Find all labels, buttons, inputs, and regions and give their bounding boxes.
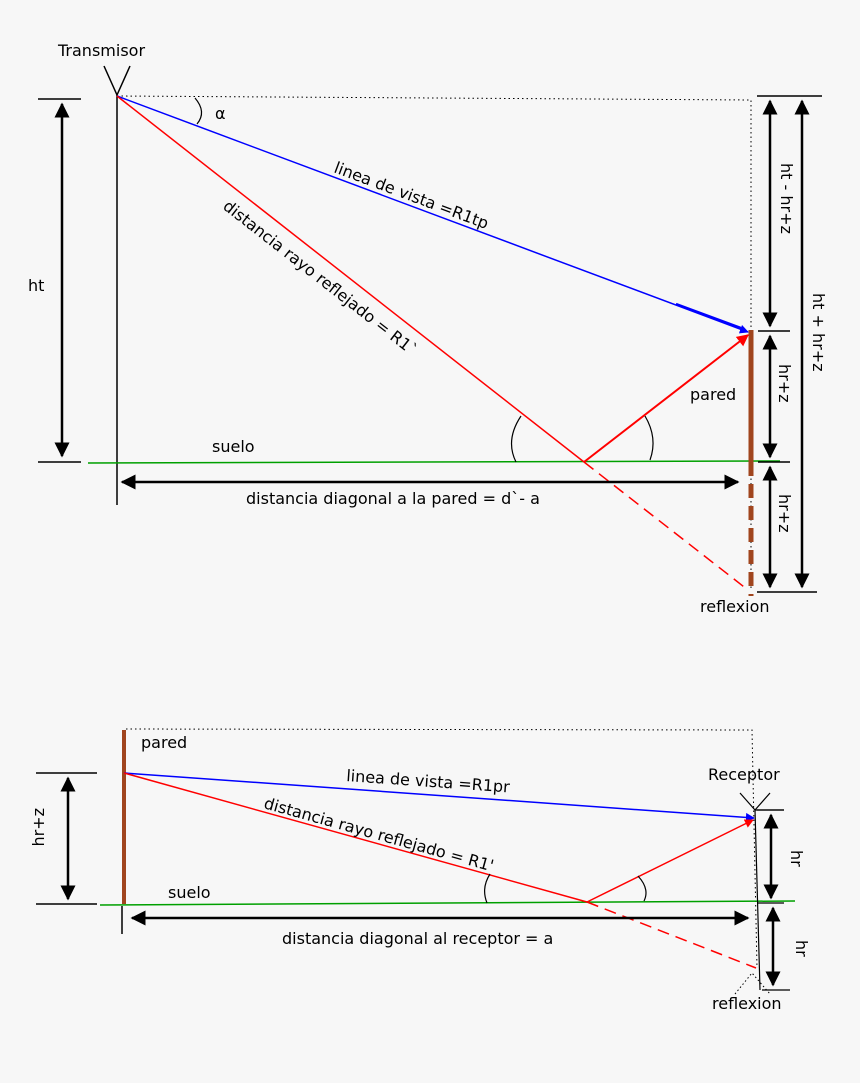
top-reference-line [125,728,758,969]
ht-minus-hr-z-label: ht - hr+z [777,163,796,234]
ground-label: suelo [168,883,211,902]
transmitter-antenna-icon [103,65,131,505]
incidence-angle-arc-left [484,873,491,904]
line-of-sight-accent [675,302,742,330]
hr-z-lower-label: hr+z [775,494,794,533]
reflected-ray-outgoing [583,334,749,463]
line-of-sight-label: linea de vista =R1tp [332,158,492,233]
alpha-label: α [215,104,226,123]
diagram-wall-to-receiver: pared hr+z suelo Receptor linea de vista… [29,728,811,1013]
reflected-ray-outgoing [586,819,754,903]
ground-line [87,460,781,464]
ground-label: suelo [212,437,255,456]
diagonal-distance-label: distancia diagonal al receptor = a [282,929,553,948]
incidence-angle-arc-right [644,415,654,461]
line-of-sight-label: linea de vista =R1pr [346,766,511,796]
reflection-label: reflexion [700,597,770,616]
incidence-angle-arc-right [637,875,647,902]
ground-line [99,900,796,906]
reflection-pointer [734,972,771,995]
line-of-sight-ray [116,95,749,334]
wall-label: pared [141,733,187,752]
transmitter-label: Transmisor [57,41,145,60]
diagonal-distance-label: distancia diagonal a la pared = d`- a [246,489,540,508]
reflection-label: reflexion [712,994,782,1013]
diagram-transmitter-to-wall: Transmisor α ht suelo pared linea de vis… [28,41,828,616]
line-of-sight-ray [123,772,755,822]
ht-label: ht [28,276,44,295]
hr-upper-label: hr [787,850,806,867]
reflected-ray-incident [123,772,588,903]
reflected-ray-label: distancia rayo reflejado = R1` [220,196,422,359]
hr-z-upper-label: hr+z [775,364,794,403]
ht-plus-hr-z-label: ht + hr+z [809,293,828,372]
wall-label: pared [690,385,736,404]
reflected-ray-incident [116,95,585,463]
incidence-angle-arc-left [510,415,522,463]
alpha-angle-arc [194,97,203,125]
right-dimension-ticks [757,95,822,593]
hr-z-label: hr+z [29,808,48,847]
hr-lower-label: hr [792,940,811,957]
hr-z-dimension [36,772,97,905]
reflected-ray-extension [586,901,757,969]
ht-dimension [38,98,81,463]
reflected-ray-extension [583,461,749,591]
receiver-label: Receptor [708,765,780,784]
reflected-ray-label: distancia rayo reflejado = R1' [262,794,496,876]
